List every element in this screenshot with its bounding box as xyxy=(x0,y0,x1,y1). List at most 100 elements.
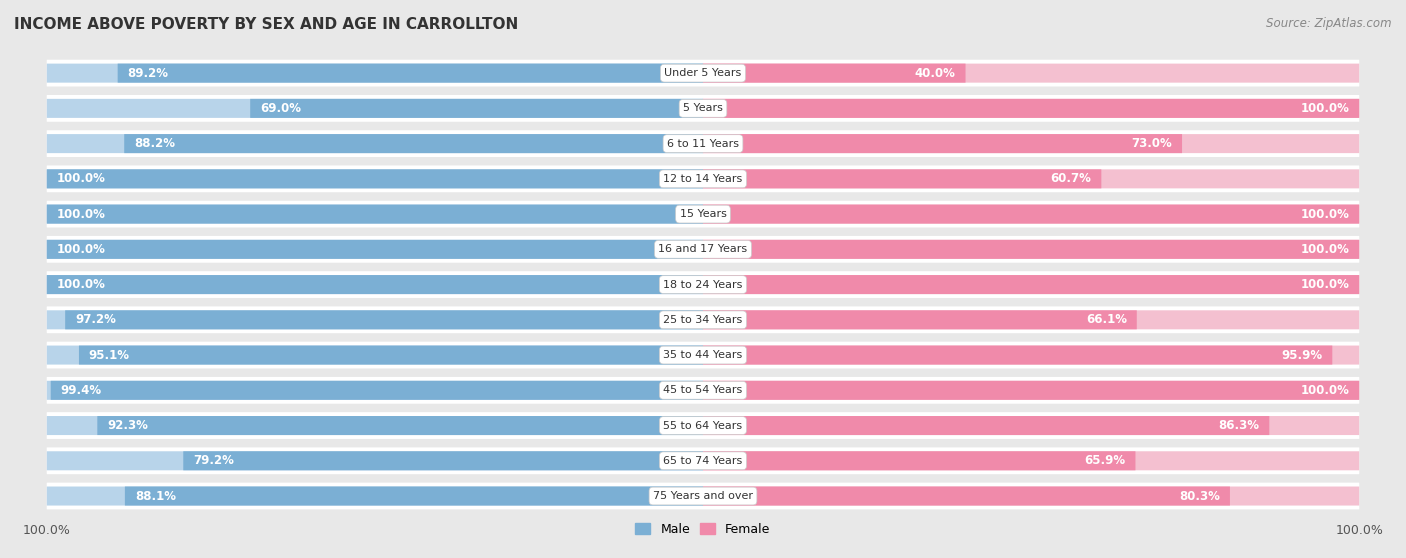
FancyBboxPatch shape xyxy=(46,310,703,329)
Legend: Male, Female: Male, Female xyxy=(630,518,776,541)
FancyBboxPatch shape xyxy=(118,64,703,83)
Text: 88.1%: 88.1% xyxy=(135,489,176,503)
FancyBboxPatch shape xyxy=(46,236,1360,263)
FancyBboxPatch shape xyxy=(65,310,703,329)
Text: 66.1%: 66.1% xyxy=(1085,314,1126,326)
FancyBboxPatch shape xyxy=(46,205,703,224)
FancyBboxPatch shape xyxy=(703,381,1360,400)
Text: 100.0%: 100.0% xyxy=(1301,102,1350,115)
FancyBboxPatch shape xyxy=(703,275,1360,294)
FancyBboxPatch shape xyxy=(46,240,703,259)
FancyBboxPatch shape xyxy=(46,201,1360,228)
Text: 75 Years and over: 75 Years and over xyxy=(652,491,754,501)
FancyBboxPatch shape xyxy=(46,275,703,294)
Text: 60.7%: 60.7% xyxy=(1050,172,1091,185)
Text: 65.9%: 65.9% xyxy=(1084,454,1126,467)
Text: 99.4%: 99.4% xyxy=(60,384,101,397)
FancyBboxPatch shape xyxy=(125,487,703,506)
Text: 97.2%: 97.2% xyxy=(75,314,115,326)
FancyBboxPatch shape xyxy=(97,416,703,435)
FancyBboxPatch shape xyxy=(703,487,1360,506)
FancyBboxPatch shape xyxy=(703,345,1360,364)
FancyBboxPatch shape xyxy=(46,271,1360,298)
FancyBboxPatch shape xyxy=(703,451,1360,470)
FancyBboxPatch shape xyxy=(46,345,703,364)
FancyBboxPatch shape xyxy=(703,240,1360,259)
FancyBboxPatch shape xyxy=(46,275,703,294)
Text: 100.0%: 100.0% xyxy=(56,278,105,291)
Text: 95.9%: 95.9% xyxy=(1281,349,1323,362)
Text: 89.2%: 89.2% xyxy=(128,66,169,80)
FancyBboxPatch shape xyxy=(703,205,1360,224)
Text: 80.3%: 80.3% xyxy=(1180,489,1220,503)
FancyBboxPatch shape xyxy=(124,134,703,153)
Text: 88.2%: 88.2% xyxy=(134,137,176,150)
FancyBboxPatch shape xyxy=(703,205,1360,224)
Text: 65 to 74 Years: 65 to 74 Years xyxy=(664,456,742,466)
FancyBboxPatch shape xyxy=(46,134,703,153)
FancyBboxPatch shape xyxy=(46,451,703,470)
FancyBboxPatch shape xyxy=(46,60,1360,86)
Text: 100.0%: 100.0% xyxy=(1301,384,1350,397)
FancyBboxPatch shape xyxy=(703,416,1270,435)
FancyBboxPatch shape xyxy=(703,99,1360,118)
FancyBboxPatch shape xyxy=(183,451,703,470)
FancyBboxPatch shape xyxy=(46,487,703,506)
Text: Source: ZipAtlas.com: Source: ZipAtlas.com xyxy=(1267,17,1392,30)
FancyBboxPatch shape xyxy=(703,64,966,83)
Text: 25 to 34 Years: 25 to 34 Years xyxy=(664,315,742,325)
Text: 79.2%: 79.2% xyxy=(193,454,233,467)
Text: 100.0%: 100.0% xyxy=(56,208,105,220)
FancyBboxPatch shape xyxy=(703,381,1360,400)
FancyBboxPatch shape xyxy=(46,306,1360,333)
Text: 12 to 14 Years: 12 to 14 Years xyxy=(664,174,742,184)
FancyBboxPatch shape xyxy=(46,377,1360,403)
FancyBboxPatch shape xyxy=(46,205,703,224)
Text: 100.0%: 100.0% xyxy=(56,172,105,185)
FancyBboxPatch shape xyxy=(46,99,703,118)
Text: 16 and 17 Years: 16 and 17 Years xyxy=(658,244,748,254)
FancyBboxPatch shape xyxy=(703,451,1136,470)
Text: Under 5 Years: Under 5 Years xyxy=(665,68,741,78)
FancyBboxPatch shape xyxy=(79,345,703,364)
Text: 86.3%: 86.3% xyxy=(1219,419,1260,432)
FancyBboxPatch shape xyxy=(46,448,1360,474)
FancyBboxPatch shape xyxy=(46,95,1360,122)
FancyBboxPatch shape xyxy=(703,240,1360,259)
FancyBboxPatch shape xyxy=(51,381,703,400)
FancyBboxPatch shape xyxy=(46,483,1360,509)
FancyBboxPatch shape xyxy=(703,487,1230,506)
Text: 5 Years: 5 Years xyxy=(683,103,723,113)
Text: 100.0%: 100.0% xyxy=(1301,208,1350,220)
Text: 73.0%: 73.0% xyxy=(1132,137,1173,150)
FancyBboxPatch shape xyxy=(703,64,1360,83)
FancyBboxPatch shape xyxy=(703,345,1333,364)
FancyBboxPatch shape xyxy=(46,169,703,189)
Text: 100.0%: 100.0% xyxy=(1301,243,1350,256)
FancyBboxPatch shape xyxy=(703,169,1101,189)
FancyBboxPatch shape xyxy=(250,99,703,118)
Text: 100.0%: 100.0% xyxy=(56,243,105,256)
FancyBboxPatch shape xyxy=(703,169,1360,189)
FancyBboxPatch shape xyxy=(703,275,1360,294)
Text: 18 to 24 Years: 18 to 24 Years xyxy=(664,280,742,290)
Text: 45 to 54 Years: 45 to 54 Years xyxy=(664,386,742,395)
FancyBboxPatch shape xyxy=(46,169,703,189)
FancyBboxPatch shape xyxy=(703,134,1182,153)
FancyBboxPatch shape xyxy=(46,416,703,435)
FancyBboxPatch shape xyxy=(46,64,703,83)
FancyBboxPatch shape xyxy=(46,381,703,400)
FancyBboxPatch shape xyxy=(703,416,1360,435)
FancyBboxPatch shape xyxy=(703,310,1137,329)
Text: 55 to 64 Years: 55 to 64 Years xyxy=(664,421,742,431)
Text: 40.0%: 40.0% xyxy=(915,66,956,80)
FancyBboxPatch shape xyxy=(46,240,703,259)
FancyBboxPatch shape xyxy=(703,310,1360,329)
Text: 69.0%: 69.0% xyxy=(260,102,301,115)
Text: 6 to 11 Years: 6 to 11 Years xyxy=(666,138,740,148)
FancyBboxPatch shape xyxy=(46,130,1360,157)
Text: INCOME ABOVE POVERTY BY SEX AND AGE IN CARROLLTON: INCOME ABOVE POVERTY BY SEX AND AGE IN C… xyxy=(14,17,519,32)
Text: 92.3%: 92.3% xyxy=(107,419,148,432)
FancyBboxPatch shape xyxy=(46,166,1360,193)
Text: 15 Years: 15 Years xyxy=(679,209,727,219)
